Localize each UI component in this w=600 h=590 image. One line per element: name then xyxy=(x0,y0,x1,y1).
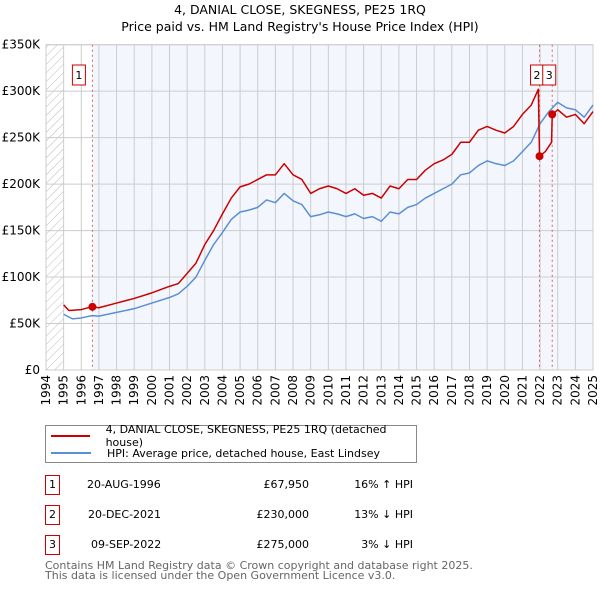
x-tick-label: 2024 xyxy=(568,375,582,406)
ownership-shading xyxy=(92,44,594,370)
sale-label-box xyxy=(542,64,557,86)
x-tick-label: 2019 xyxy=(480,375,494,406)
x-tick-label: 2006 xyxy=(251,375,265,406)
x-tick-label: 2017 xyxy=(445,375,459,406)
x-tick-label: 2009 xyxy=(304,375,318,406)
y-tick-label: £300K xyxy=(2,84,42,98)
chart-subtitle: Price paid vs. HM Land Registry's House … xyxy=(121,19,479,34)
x-tick-label: 2018 xyxy=(462,375,476,406)
sale-date: 20-AUG-1996 xyxy=(87,478,161,491)
x-tick-label: 2016 xyxy=(427,375,441,406)
sale-label-box xyxy=(71,64,86,86)
sale-price: £275,000 xyxy=(256,538,310,551)
legend-label-hpi: HPI: Average price, detached house, East… xyxy=(107,446,381,460)
x-tick-label: 2023 xyxy=(551,375,565,406)
plot-border xyxy=(45,44,594,371)
x-tick-label: 1994 xyxy=(39,375,53,406)
sale-price: £230,000 xyxy=(256,508,310,521)
sale-row: 1 20-AUG-1996 £67,950 16% ↑ HPI xyxy=(45,475,445,495)
property-price-line xyxy=(63,88,594,312)
sale-row: 2 20-DEC-2021 £230,000 13% ↓ HPI xyxy=(45,505,445,525)
x-tick-label: 2008 xyxy=(286,375,300,406)
sale-date: 09-SEP-2022 xyxy=(91,538,162,551)
x-tick-label: 2013 xyxy=(374,375,388,406)
legend-label-property: 4, DANIAL CLOSE, SKEGNESS, PE25 1RQ (det… xyxy=(105,423,387,449)
x-tick-label: 2004 xyxy=(215,375,229,406)
y-tick-label: £350K xyxy=(2,38,42,52)
x-tick-label: 2007 xyxy=(268,375,282,406)
footer-copyright: Contains HM Land Registry data © Crown c… xyxy=(45,559,473,572)
sale-marker-badge: 2 xyxy=(45,505,60,525)
sale-hpi-diff: 3% ↓ HPI xyxy=(361,538,413,551)
sale-label: 3 xyxy=(546,69,553,82)
x-tick-label: 2000 xyxy=(145,375,159,406)
no-data-hatch xyxy=(46,44,64,370)
sale-marker-badge: 3 xyxy=(45,535,60,555)
sale-hpi-diff: 16% ↑ HPI xyxy=(354,478,413,491)
sale-price: £67,950 xyxy=(263,478,310,491)
sale-label: 2 xyxy=(534,69,541,82)
footer-licence: This data is licensed under the Open Gov… xyxy=(45,569,396,582)
legend-swatch-hpi xyxy=(51,452,91,454)
x-tick-label: 2025 xyxy=(586,375,600,406)
y-tick-label: £0 xyxy=(25,363,40,377)
x-tick-label: 1995 xyxy=(57,375,71,406)
y-tick-label: £200K xyxy=(2,177,42,191)
y-tick-label: £50K xyxy=(9,317,41,331)
x-tick-label: 2005 xyxy=(233,375,247,406)
sale-point xyxy=(548,110,557,119)
x-tick-label: 2001 xyxy=(163,375,177,406)
x-tick-label: 2022 xyxy=(533,375,547,406)
sale-row: 3 09-SEP-2022 £275,000 3% ↓ HPI xyxy=(45,535,445,555)
x-tick-label: 2015 xyxy=(410,375,424,406)
sale-label: 1 xyxy=(75,69,82,82)
y-tick-label: £250K xyxy=(2,131,42,145)
sale-date: 20-DEC-2021 xyxy=(88,508,162,521)
sale-marker-badge: 1 xyxy=(45,475,60,495)
x-tick-label: 2012 xyxy=(357,375,371,406)
hpi-line xyxy=(63,101,594,320)
x-tick-label: 2020 xyxy=(498,375,512,406)
x-tick-label: 2014 xyxy=(392,375,406,406)
sale-point xyxy=(535,152,544,161)
x-tick-label: 1999 xyxy=(127,375,141,406)
price-chart: 1994 1995 1996 1997 1998 1999 2000 2001 2002 2003… xyxy=(2,38,600,406)
sale-hpi-diff: 13% ↓ HPI xyxy=(354,508,413,521)
x-tick-label: 1996 xyxy=(74,375,88,406)
x-tick-label: 2011 xyxy=(339,375,353,406)
x-tick-label: 2010 xyxy=(321,375,335,406)
x-tick-label: 2021 xyxy=(515,375,529,406)
y-tick-label: £150K xyxy=(2,224,42,238)
x-tick-label: 1998 xyxy=(110,375,124,406)
x-tick-label: 2003 xyxy=(198,375,212,406)
x-tick-label: 2002 xyxy=(180,375,194,406)
x-tick-label: 1997 xyxy=(92,375,106,406)
legend: 4, DANIAL CLOSE, SKEGNESS, PE25 1RQ (det… xyxy=(45,423,417,463)
y-tick-label: £100K xyxy=(2,270,42,284)
legend-swatch-property xyxy=(51,435,90,437)
chart-title: 4, DANIAL CLOSE, SKEGNESS, PE25 1RQ xyxy=(174,2,426,17)
sale-point xyxy=(88,302,97,311)
